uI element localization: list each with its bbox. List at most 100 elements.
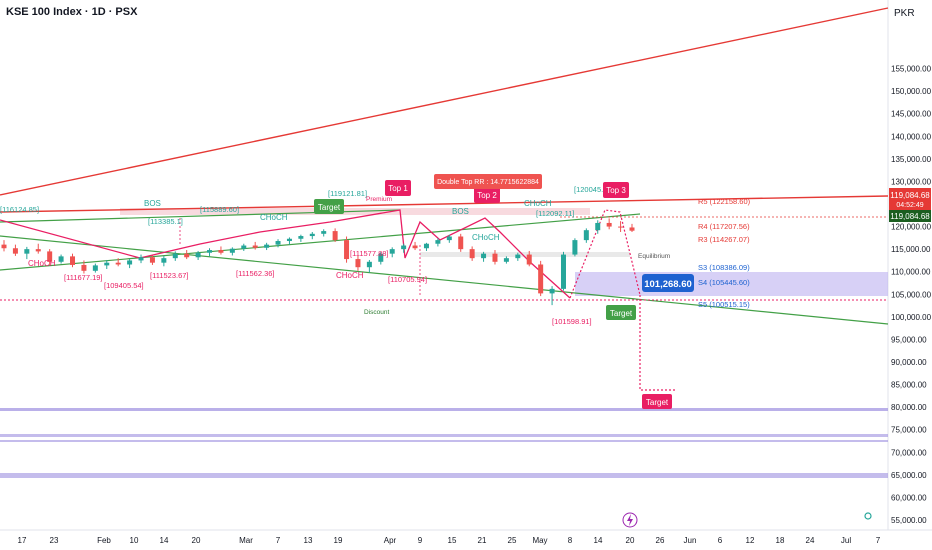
label-bos-2: BOS <box>452 207 469 216</box>
price-tick: 140,000.00 <box>891 132 932 141</box>
support-band-3 <box>0 440 888 442</box>
candle <box>538 260 544 297</box>
pivot-s4: S4 (105445.60) <box>698 278 750 287</box>
time-tick: 20 <box>626 536 635 545</box>
candle <box>275 239 281 248</box>
candle <box>309 231 315 240</box>
time-tick: May <box>532 536 547 545</box>
candle <box>104 259 110 270</box>
pivot-s5: S5 (100515.15) <box>698 300 750 309</box>
price-tick: 115,000.00 <box>891 245 931 254</box>
candle <box>366 259 372 273</box>
bracket-10: [111677.19] <box>64 273 103 282</box>
time-tick: 17 <box>18 536 27 545</box>
candle <box>492 250 498 265</box>
candle <box>572 238 578 257</box>
label-choch-1: CHoCH <box>28 259 56 268</box>
pivot-r5: R5 (122158.60) <box>698 197 751 206</box>
resistance-trendline <box>0 195 889 213</box>
candles-group <box>1 218 635 306</box>
candle <box>629 223 635 232</box>
time-tick: 9 <box>418 536 423 545</box>
time-tick: 7 <box>276 536 281 545</box>
time-tick: 15 <box>448 536 457 545</box>
price-tick: 155,000.00 <box>891 65 932 74</box>
candle <box>264 242 270 251</box>
candle <box>1 240 7 252</box>
bracket-7: [110705.94] <box>388 275 427 284</box>
double-top-text: Double Top RR : 14.7715622884 <box>437 179 539 186</box>
pink-trendline <box>0 219 141 259</box>
candle <box>446 234 452 243</box>
target-text-3: Target <box>646 398 669 407</box>
countdown-text: 04:52:49 <box>896 202 923 209</box>
candle <box>583 228 589 243</box>
last-price-badge-2: 119,084.68 <box>889 210 931 222</box>
time-tick: 14 <box>594 536 603 545</box>
candle <box>401 243 407 253</box>
time-axis: 17 23 Feb 10 14 20 Mar 7 13 19 Apr 9 15 21 25 May 8 14 20 2… <box>18 536 881 545</box>
time-tick: 8 <box>568 536 573 545</box>
price-tick: 60,000.00 <box>891 493 927 502</box>
label-choch-5: CHoCH <box>524 199 552 208</box>
price-tick: 85,000.00 <box>891 381 927 390</box>
top1-text: Top 1 <box>388 184 408 193</box>
time-tick: Feb <box>97 536 111 545</box>
price-tick: 110,000.00 <box>891 268 931 277</box>
price-axis: 55,000.00 60,000.00 65,000.00 70,000.00 75,0… <box>891 65 932 525</box>
candle <box>344 236 350 263</box>
label-discount: Discount <box>364 309 389 316</box>
target-tag-1: Target <box>314 199 344 214</box>
label-choch-3: CHoCH <box>336 271 364 280</box>
bracket-12: [101598.91] <box>552 317 592 326</box>
candle <box>560 251 566 291</box>
candle <box>321 229 327 237</box>
settings-icon[interactable] <box>864 512 872 520</box>
candle <box>389 247 395 258</box>
lightning-icon[interactable] <box>622 512 638 528</box>
candle <box>70 253 76 268</box>
label-choch-4: CHoCH <box>472 233 500 242</box>
candle <box>149 255 155 265</box>
target-tag-3: Target <box>642 394 672 409</box>
label-premium: Premium <box>366 196 392 203</box>
candle <box>503 256 509 264</box>
equilibrium-zone <box>420 252 630 257</box>
pivot-r3: R3 (114267.07) <box>698 235 750 244</box>
target-projection <box>639 295 676 391</box>
target-text-2: Target <box>610 309 633 318</box>
candle <box>195 250 201 260</box>
time-tick: 25 <box>508 536 517 545</box>
price-tick: 120,000.00 <box>891 223 932 232</box>
price-tick: 150,000.00 <box>891 87 932 96</box>
price-tick: 95,000.00 <box>891 335 927 344</box>
double-top-tag: Double Top RR : 14.7715622884 <box>434 174 542 189</box>
bracket-5: [120045.5] <box>574 185 609 194</box>
time-tick: 6 <box>718 536 723 545</box>
bracket-9: [109405.54] <box>104 281 144 290</box>
candle <box>207 248 213 257</box>
support-band-1 <box>0 408 888 411</box>
price-tick: 145,000.00 <box>891 110 932 119</box>
top3-text: Top 3 <box>606 186 626 195</box>
candle <box>458 233 464 252</box>
time-tick: 7 <box>876 536 881 545</box>
label-bos-1: BOS <box>144 199 161 208</box>
candle <box>229 247 235 256</box>
candle <box>481 251 487 262</box>
price-tick: 80,000.00 <box>891 403 927 412</box>
time-tick: 18 <box>776 536 785 545</box>
pivot-equilibrium: Equilibrium <box>638 253 670 260</box>
candle <box>469 246 475 261</box>
candle <box>138 254 144 264</box>
time-tick: 14 <box>160 536 169 545</box>
candle <box>618 221 624 232</box>
candle <box>423 242 429 251</box>
candle <box>606 218 612 230</box>
time-tick: Jun <box>684 536 697 545</box>
green-trendline-2 <box>0 213 641 271</box>
time-tick: 19 <box>334 536 343 545</box>
price-tick: 100,000.00 <box>891 313 932 322</box>
bracket-11: [111523.67] <box>150 271 189 280</box>
